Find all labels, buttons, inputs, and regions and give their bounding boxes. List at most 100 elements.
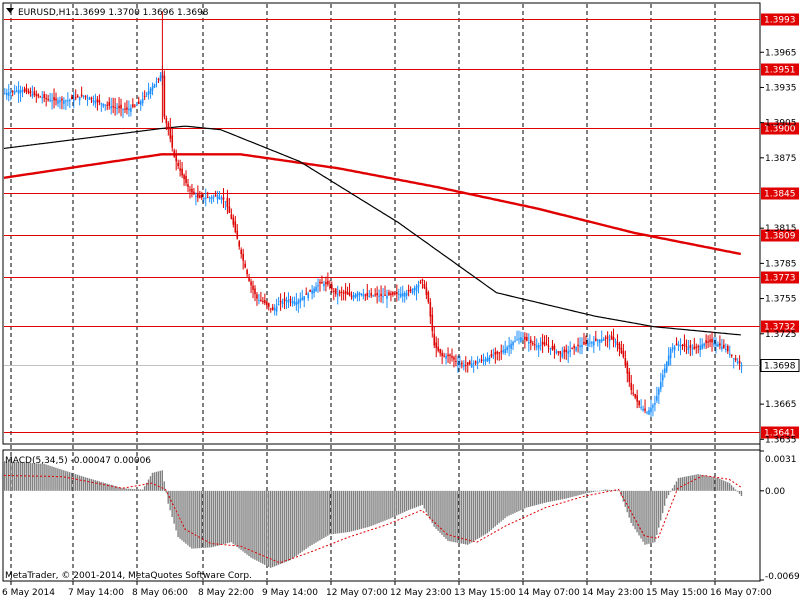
macd-bar <box>289 490 292 561</box>
candle-body <box>585 342 587 344</box>
macd-bar <box>331 490 333 535</box>
candle-body <box>104 104 107 106</box>
candle-body <box>327 280 329 285</box>
candle-body <box>392 292 394 295</box>
macd-bar <box>319 490 321 541</box>
macd-bar <box>88 478 91 491</box>
macd-bar <box>650 490 652 544</box>
candle-body <box>595 338 597 341</box>
candle-body <box>575 346 577 351</box>
dropdown-triangle-icon[interactable] <box>6 8 14 13</box>
macd-bar <box>258 490 260 562</box>
candle-body <box>683 343 686 347</box>
candle-body <box>224 201 227 203</box>
macd-bar <box>41 463 43 491</box>
macd-bar <box>352 490 355 531</box>
macd-bar <box>82 476 85 491</box>
macd-bar <box>157 471 160 491</box>
candle-body <box>228 206 231 213</box>
macd-bar <box>114 485 116 491</box>
level-label: 1.3809 <box>764 232 796 242</box>
candle-body <box>689 345 692 348</box>
macd-bar <box>199 490 201 549</box>
macd-bar <box>342 490 345 533</box>
macd-bar <box>307 490 309 548</box>
macd-bar <box>51 466 53 491</box>
candle-body <box>459 363 461 365</box>
level-label-box <box>761 13 799 26</box>
macd-bar <box>222 490 225 545</box>
candle-body <box>191 188 193 193</box>
macd-bar <box>72 473 75 491</box>
macd-bar <box>693 474 695 491</box>
candle-body <box>399 293 402 297</box>
macd-bar <box>264 490 266 565</box>
candle-body <box>498 352 501 354</box>
candle-body <box>289 299 292 301</box>
candle-body <box>67 100 69 102</box>
candle-body <box>535 345 538 348</box>
macd-bar <box>705 475 707 491</box>
macd-bar <box>486 490 489 534</box>
candle-body <box>488 357 491 362</box>
candle-body <box>732 358 735 360</box>
macd-bar <box>463 490 465 545</box>
candle-body <box>658 388 660 395</box>
macd-bar <box>740 490 743 496</box>
macd-bar <box>598 490 601 492</box>
macd-bar <box>587 490 589 494</box>
macd-bar <box>541 490 544 504</box>
macd-bar <box>604 489 607 491</box>
macd-bar <box>197 490 199 549</box>
time-axis-ticks: 6 May 2014 7 May 14:00 8 May 06:00 8 May 22… <box>2 581 772 598</box>
macd-bar <box>372 490 374 526</box>
macd-bar <box>374 490 376 525</box>
candle-body <box>321 282 323 284</box>
candle-body <box>100 103 103 105</box>
candle-body <box>445 356 447 359</box>
price-tick-label: 1.3965 <box>765 48 797 58</box>
macd-bar <box>407 490 410 511</box>
candle-body <box>661 374 664 381</box>
macd-bar <box>254 490 256 560</box>
candle-body <box>386 295 388 299</box>
candle-body <box>84 95 87 97</box>
macd-bar <box>35 463 37 491</box>
candle-body <box>264 300 266 304</box>
candle-body <box>529 339 532 343</box>
candle-body <box>297 300 300 304</box>
candle-body <box>441 352 443 357</box>
candle-body <box>494 352 497 355</box>
candle-body <box>681 345 684 347</box>
candle-body <box>370 293 373 296</box>
macd-bar <box>656 490 658 535</box>
macd-bar <box>346 490 349 533</box>
macd-bar <box>311 490 313 545</box>
macd-bar <box>634 490 636 530</box>
candle-body <box>45 98 47 100</box>
macd-bar <box>480 490 483 537</box>
macd-bar <box>120 487 122 491</box>
macd-bar <box>624 490 626 507</box>
candle-body <box>660 381 662 390</box>
macd-bar <box>524 490 526 509</box>
macd-bar <box>675 481 678 491</box>
macd-bar <box>191 490 193 549</box>
macd-bar <box>478 490 481 538</box>
macd-bar <box>86 477 89 491</box>
macd-bar <box>364 490 366 528</box>
macd-bar <box>459 490 461 544</box>
candle-body <box>222 197 225 200</box>
macd-tick-label: -0.00694 <box>765 572 800 582</box>
candle-body <box>218 196 221 199</box>
macd-bar <box>21 462 24 491</box>
candle-body <box>53 97 55 101</box>
candle-body <box>524 336 526 340</box>
macd-bar <box>317 490 319 542</box>
macd-bar <box>260 490 262 563</box>
copyright-text: MetaTrader, © 2001-2014, MetaQuotes Soft… <box>5 571 252 581</box>
macd-bar <box>187 490 189 546</box>
macd-bar <box>163 481 165 491</box>
candle-body <box>323 283 325 287</box>
